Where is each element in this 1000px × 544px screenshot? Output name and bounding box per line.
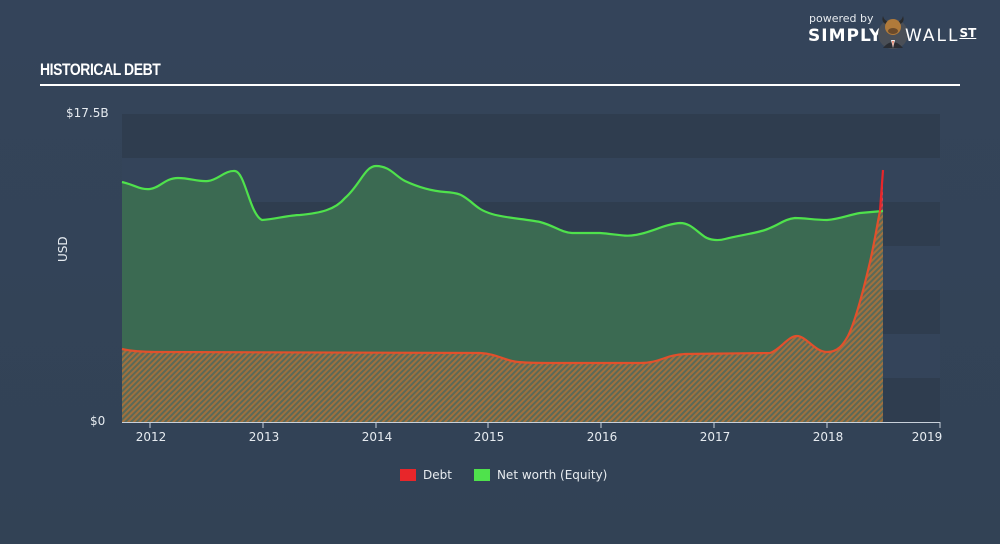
- page-title: HISTORICAL DEBT: [40, 60, 161, 79]
- x-tick-2018: 2018: [812, 430, 844, 444]
- debt-line: [121, 210, 882, 365]
- legend-item-debt[interactable]: Debt: [400, 468, 452, 482]
- powered-by-text: powered by: [809, 12, 874, 25]
- debt-area: [122, 211, 883, 422]
- brand-logo: powered by SIMPLY WALLST: [805, 10, 990, 52]
- legend-label-debt: Debt: [423, 468, 452, 482]
- title-divider: [40, 84, 960, 86]
- y-axis-max-label: $17.5B: [66, 106, 109, 120]
- x-tick-2012: 2012: [135, 430, 167, 444]
- x-tick-2017: 2017: [699, 430, 731, 444]
- legend-item-equity[interactable]: Net worth (Equity): [473, 468, 608, 482]
- debt-spike-line: [878, 169, 885, 212]
- x-tick-2019: 2019: [911, 430, 943, 444]
- chart-legend: Debt Net worth (Equity): [400, 468, 621, 482]
- x-tick-2015: 2015: [473, 430, 505, 444]
- bull-mascot-icon: [878, 16, 908, 49]
- debt-swatch-icon: [400, 469, 416, 481]
- legend-label-equity: Net worth (Equity): [496, 468, 608, 482]
- equity-swatch-icon: [473, 469, 490, 481]
- equity-line: [121, 164, 884, 242]
- x-axis: [122, 422, 941, 428]
- x-tick-2013: 2013: [248, 430, 280, 444]
- brand-name-left: SIMPLY: [808, 26, 883, 46]
- y-axis-min-label: $0: [90, 414, 106, 428]
- x-tick-2016: 2016: [586, 430, 618, 444]
- brand-name-right: WALLST: [905, 26, 977, 46]
- x-tick-2014: 2014: [361, 430, 393, 444]
